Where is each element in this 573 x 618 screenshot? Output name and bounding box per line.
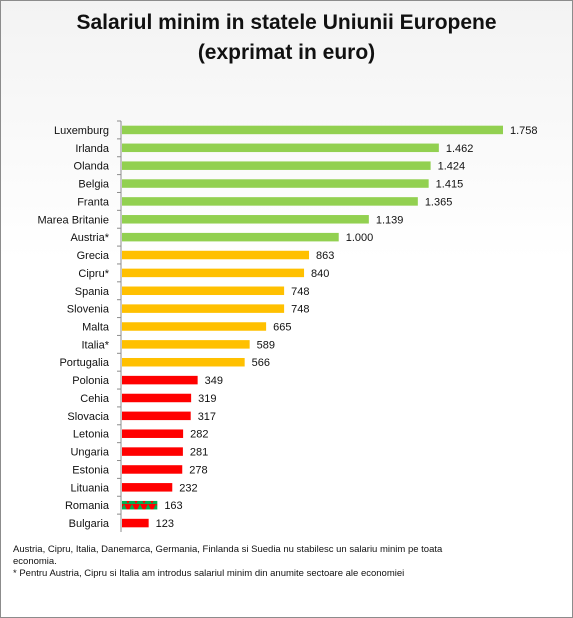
category-label: Cipru* (78, 268, 109, 280)
bar (122, 322, 267, 331)
chart-title-line2: (exprimat in euro) (197, 41, 376, 64)
data-label: 566 (252, 357, 270, 369)
data-label: 748 (291, 304, 309, 316)
data-label: 665 (273, 322, 291, 334)
category-label: Belgia (78, 179, 109, 191)
bar (122, 161, 431, 170)
footnote-line-3: * Pentru Austria, Cipru si Italia am int… (13, 568, 405, 579)
category-label: Franta (77, 196, 110, 208)
data-label: 1.462 (446, 143, 474, 155)
bar (122, 340, 250, 349)
data-label: 1.758 (510, 125, 538, 137)
category-label: Marea Britanie (37, 214, 109, 226)
data-label: 232 (179, 482, 197, 494)
category-label: Italia* (81, 339, 109, 351)
bar (122, 143, 439, 153)
data-label: 281 (190, 447, 208, 459)
data-label: 317 (198, 411, 216, 423)
bar (122, 375, 198, 385)
data-label: 123 (156, 518, 174, 530)
data-label: 748 (291, 286, 309, 298)
data-label: 163 (164, 500, 182, 512)
bar (122, 518, 149, 528)
data-label: 589 (257, 339, 275, 351)
bar (122, 483, 173, 492)
category-label: Slovenia (67, 304, 110, 316)
bar (122, 250, 310, 260)
bar (122, 304, 285, 313)
category-label: Bulgaria (69, 518, 110, 530)
footnote-line-1: Austria, Cipru, Italia, Danemarca, Germa… (13, 544, 443, 555)
category-label: Estonia (72, 464, 110, 476)
category-label: Lituania (70, 482, 109, 494)
bar (122, 429, 184, 438)
data-label: 319 (198, 393, 216, 405)
bar (122, 232, 339, 242)
bar (122, 215, 369, 224)
category-label: Irlanda (75, 143, 110, 155)
data-label: 278 (189, 464, 207, 476)
bar (122, 447, 183, 456)
category-label: Portugalia (59, 357, 109, 369)
data-label: 840 (311, 268, 329, 280)
footnotes: Austria, Cipru, Italia, Danemarca, Germa… (13, 544, 563, 580)
category-label: Malta (82, 322, 110, 334)
bar (122, 411, 191, 421)
data-label: 1.424 (438, 161, 466, 173)
chart-title-line1: Salariul minim in statele Uniunii Europe… (76, 11, 497, 34)
category-label: Austria* (70, 232, 109, 244)
bar (122, 268, 305, 278)
category-label: Cehia (80, 393, 110, 405)
category-label: Olanda (74, 161, 110, 173)
data-label: 1.365 (425, 196, 453, 208)
bar (122, 393, 192, 403)
category-label: Luxemburg (54, 125, 109, 137)
data-label: 349 (205, 375, 223, 387)
category-label: Letonia (73, 429, 110, 441)
chart-title: Salariul minim in statele Uniunii Europe… (0, 8, 573, 68)
data-label: 282 (190, 429, 208, 441)
bar (122, 179, 429, 188)
category-label: Polonia (72, 375, 110, 387)
category-label: Grecia (77, 250, 110, 262)
bar (122, 125, 503, 135)
data-label: 1.139 (376, 214, 404, 226)
bar (122, 286, 285, 296)
category-label: Slovacia (67, 411, 109, 423)
data-label: 1.000 (346, 232, 374, 244)
bar (122, 197, 418, 206)
category-label: Romania (65, 500, 110, 512)
category-label: Ungaria (70, 447, 109, 459)
data-label: 1.415 (436, 179, 464, 191)
category-label: Spania (75, 286, 110, 298)
data-label: 863 (316, 250, 334, 262)
bar (122, 357, 245, 367)
bar (122, 465, 183, 474)
footnote-line-2: economia. (13, 556, 57, 567)
bar (122, 500, 158, 510)
